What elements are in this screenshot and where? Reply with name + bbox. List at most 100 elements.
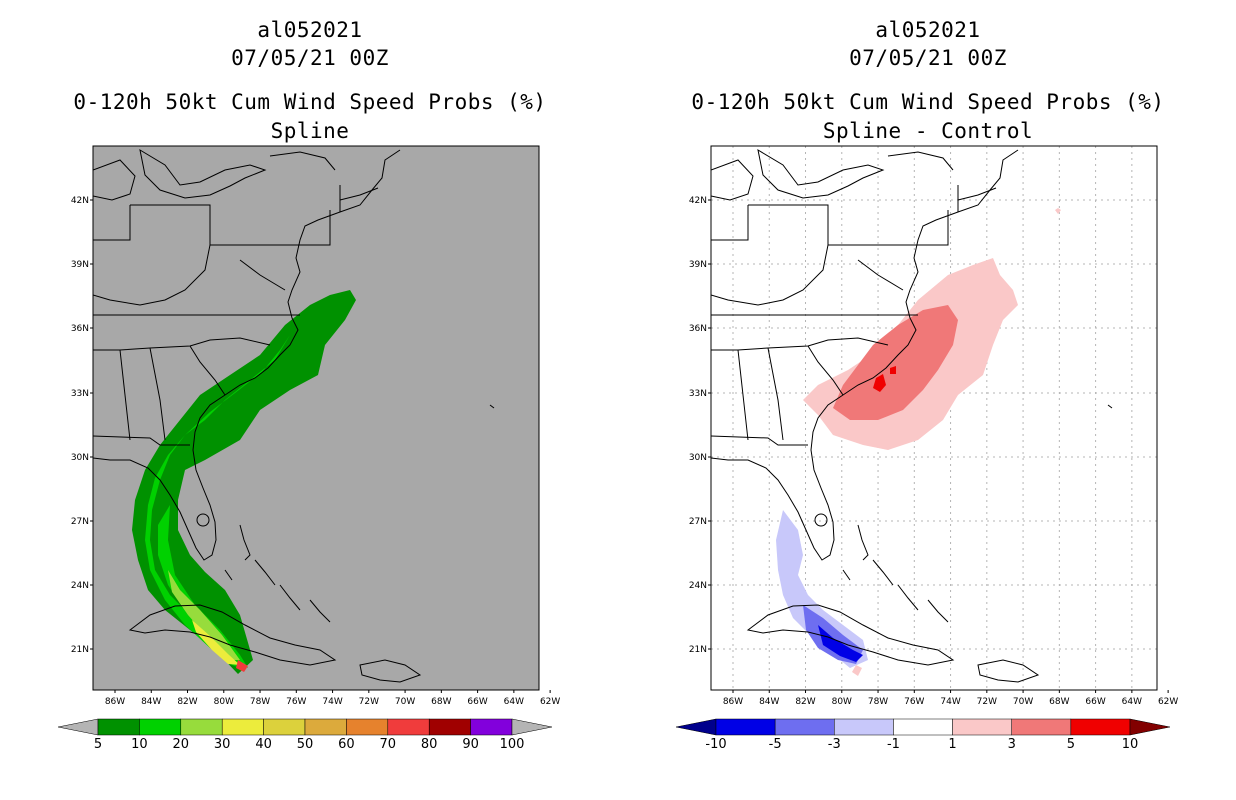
right-colorbar-label: -5 xyxy=(768,737,782,752)
left-lon-label: 66W xyxy=(467,697,487,707)
diff-speck-2 xyxy=(852,665,862,676)
prob-band-5-10 xyxy=(132,290,356,674)
left-lon-label: 70W xyxy=(395,697,415,707)
left-colorbar-swatch xyxy=(221,718,264,736)
left-subtitle: Spline xyxy=(270,119,350,143)
right-colorbar-swatch xyxy=(893,718,953,736)
right-lat-label: 30N xyxy=(689,453,707,463)
prob-band-20-30 xyxy=(168,570,240,660)
left-colorbar-swatch xyxy=(387,718,430,736)
left-colorbar-label: 80 xyxy=(420,737,438,752)
left-colorbar-under xyxy=(57,718,99,736)
left-lon-label: 72W xyxy=(359,697,379,707)
right-lat-label: 24N xyxy=(689,581,707,591)
right-lon-label: 74W xyxy=(940,697,960,707)
left-colorbar-swatch xyxy=(180,718,223,736)
right-product-title: 0-120h 50kt Cum Wind Speed Probs (%) xyxy=(691,90,1165,114)
right-lon-label: 68W xyxy=(1049,697,1069,707)
right-colorbar-label: -3 xyxy=(827,737,841,752)
left-colorbar-swatch xyxy=(428,718,471,736)
right-lon-label: 78W xyxy=(868,697,888,707)
right-lon-label: 84W xyxy=(759,697,779,707)
right-lon-label: 64W xyxy=(1122,697,1142,707)
left-colorbar-over xyxy=(511,718,553,736)
right-map xyxy=(710,145,1158,691)
left-lat-label: 21N xyxy=(71,645,89,655)
diff-speck xyxy=(1055,208,1061,214)
left-colorbar-label: 90 xyxy=(462,737,479,752)
diff-band-5-10-small xyxy=(890,366,896,374)
right-lon-label: 80W xyxy=(832,697,852,707)
diff-band-neg-1-3 xyxy=(776,510,868,668)
right-colorbar-swatch xyxy=(1011,718,1072,736)
right-lon-label: 86W xyxy=(723,697,743,707)
right-colorbar-swatch xyxy=(715,718,776,736)
right-colorbar-label: -10 xyxy=(705,737,727,752)
right-subtitle: Spline - Control xyxy=(822,119,1034,143)
left-colorbar-swatch xyxy=(97,718,140,736)
right-lon-label: 70W xyxy=(1013,697,1033,707)
diff-band-5-10 xyxy=(873,374,886,392)
right-colorbar-swatch xyxy=(1070,718,1131,736)
left-colorbar-label: 5 xyxy=(93,737,103,752)
prob-band-30-40 xyxy=(192,620,240,665)
right-lon-label: 72W xyxy=(977,697,997,707)
left-colorbar xyxy=(57,718,553,736)
left-colorbar-label: 50 xyxy=(296,737,314,752)
left-lat-label: 36N xyxy=(71,324,89,334)
left-lat-label: 27N xyxy=(71,517,89,527)
left-storm-id: al052021 xyxy=(257,18,363,42)
left-lon-label: 64W xyxy=(504,697,524,707)
left-map-frame xyxy=(92,145,540,691)
left-lon-label: 86W xyxy=(105,697,125,707)
left-lon-label: 78W xyxy=(250,697,270,707)
right-lat-label: 36N xyxy=(689,324,707,334)
right-colorbar-swatch xyxy=(952,718,1012,736)
left-product-title: 0-120h 50kt Cum Wind Speed Probs (%) xyxy=(73,90,547,114)
left-colorbar-label: 70 xyxy=(379,737,397,752)
right-lat-label: 21N xyxy=(689,645,707,655)
right-storm-id: al052021 xyxy=(875,18,981,42)
left-colorbar-label: 100 xyxy=(499,737,525,752)
right-map-frame xyxy=(710,145,1158,691)
right-axis-ticks: 42N 39N 36N 33N 30N 27N 24N 21N 86W 84W 82W 80W 78W 7… xyxy=(689,196,1179,707)
left-lon-label: 82W xyxy=(177,697,197,707)
left-colorbar-label: 10 xyxy=(131,737,148,752)
left-colorbar-swatch xyxy=(304,718,347,736)
right-lon-label: 82W xyxy=(795,697,815,707)
left-map-background xyxy=(93,146,539,690)
right-datetime: 07/05/21 00Z xyxy=(849,46,1007,70)
left-lon-label: 76W xyxy=(286,697,306,707)
left-datetime: 07/05/21 00Z xyxy=(231,46,389,70)
right-lon-label: 62W xyxy=(1158,697,1178,707)
left-colorbar-swatch xyxy=(263,718,306,736)
left-lon-label: 84W xyxy=(141,697,161,707)
left-lon-label: 68W xyxy=(431,697,451,707)
left-colorbar-label: 60 xyxy=(338,737,355,752)
right-colorbar-label: 3 xyxy=(1007,737,1016,752)
left-colorbar-swatch xyxy=(470,718,513,736)
left-colorbar-swatch xyxy=(139,718,182,736)
right-lat-label: 39N xyxy=(689,260,707,270)
left-lon-label: 80W xyxy=(214,697,234,707)
right-lat-label: 27N xyxy=(689,517,707,527)
right-lon-label: 76W xyxy=(904,697,924,707)
left-probability-shading xyxy=(132,290,356,674)
right-colorbar-label: 5 xyxy=(1066,737,1075,752)
left-colorbar-label: 40 xyxy=(255,737,272,752)
left-axis-ticks: 42N 39N 36N 33N 30N 27N 24N 21N 86W 84W 82W 80W 78W 7… xyxy=(71,196,561,707)
left-lon-label: 62W xyxy=(540,697,560,707)
right-colorbar-swatch xyxy=(774,718,835,736)
diff-band-3-5 xyxy=(833,305,958,420)
right-colorbar-label: -1 xyxy=(886,737,900,752)
left-colorbar-swatch xyxy=(346,718,389,736)
right-colorbar-label: 10 xyxy=(1121,737,1139,752)
left-lat-label: 24N xyxy=(71,581,89,591)
right-colorbar-swatch xyxy=(834,718,894,736)
right-colorbar-label: 1 xyxy=(948,737,957,752)
left-colorbar-label: 20 xyxy=(172,737,190,752)
prob-peak xyxy=(236,660,248,672)
left-colorbar-label: 30 xyxy=(213,737,231,752)
right-lon-label: 66W xyxy=(1085,697,1105,707)
